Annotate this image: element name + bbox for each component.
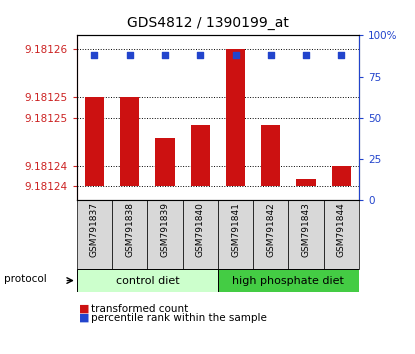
- Bar: [296, 179, 316, 186]
- Point: [267, 52, 274, 58]
- Bar: [120, 97, 139, 186]
- Bar: [324, 200, 359, 269]
- Bar: [190, 125, 210, 186]
- Bar: [261, 125, 281, 186]
- Bar: [226, 49, 245, 186]
- Point: [197, 52, 203, 58]
- Text: ■: ■: [79, 313, 89, 323]
- Bar: [85, 97, 104, 186]
- Bar: [218, 269, 359, 292]
- Text: GSM791838: GSM791838: [125, 202, 134, 257]
- Bar: [332, 166, 351, 186]
- Bar: [77, 269, 218, 292]
- Point: [91, 52, 98, 58]
- Text: transformed count: transformed count: [91, 304, 188, 314]
- Text: control diet: control diet: [115, 275, 179, 286]
- Bar: [218, 200, 253, 269]
- Text: GSM791840: GSM791840: [196, 202, 205, 257]
- Text: GDS4812 / 1390199_at: GDS4812 / 1390199_at: [127, 16, 288, 30]
- Bar: [183, 200, 218, 269]
- Bar: [112, 200, 147, 269]
- Bar: [253, 200, 288, 269]
- Point: [162, 52, 168, 58]
- Text: GSM791844: GSM791844: [337, 202, 346, 257]
- Text: high phosphate diet: high phosphate diet: [232, 275, 344, 286]
- Bar: [147, 200, 183, 269]
- Bar: [288, 200, 324, 269]
- Text: GSM791843: GSM791843: [302, 202, 310, 257]
- Point: [232, 52, 239, 58]
- Text: ■: ■: [79, 304, 89, 314]
- Point: [126, 52, 133, 58]
- Text: GSM791841: GSM791841: [231, 202, 240, 257]
- Text: GSM791839: GSM791839: [161, 202, 169, 257]
- Point: [303, 52, 310, 58]
- Text: GSM791837: GSM791837: [90, 202, 99, 257]
- Bar: [77, 200, 112, 269]
- Text: protocol: protocol: [4, 274, 47, 284]
- Point: [338, 52, 344, 58]
- Bar: [155, 138, 175, 186]
- Text: percentile rank within the sample: percentile rank within the sample: [91, 313, 267, 323]
- Text: GSM791842: GSM791842: [266, 202, 275, 257]
